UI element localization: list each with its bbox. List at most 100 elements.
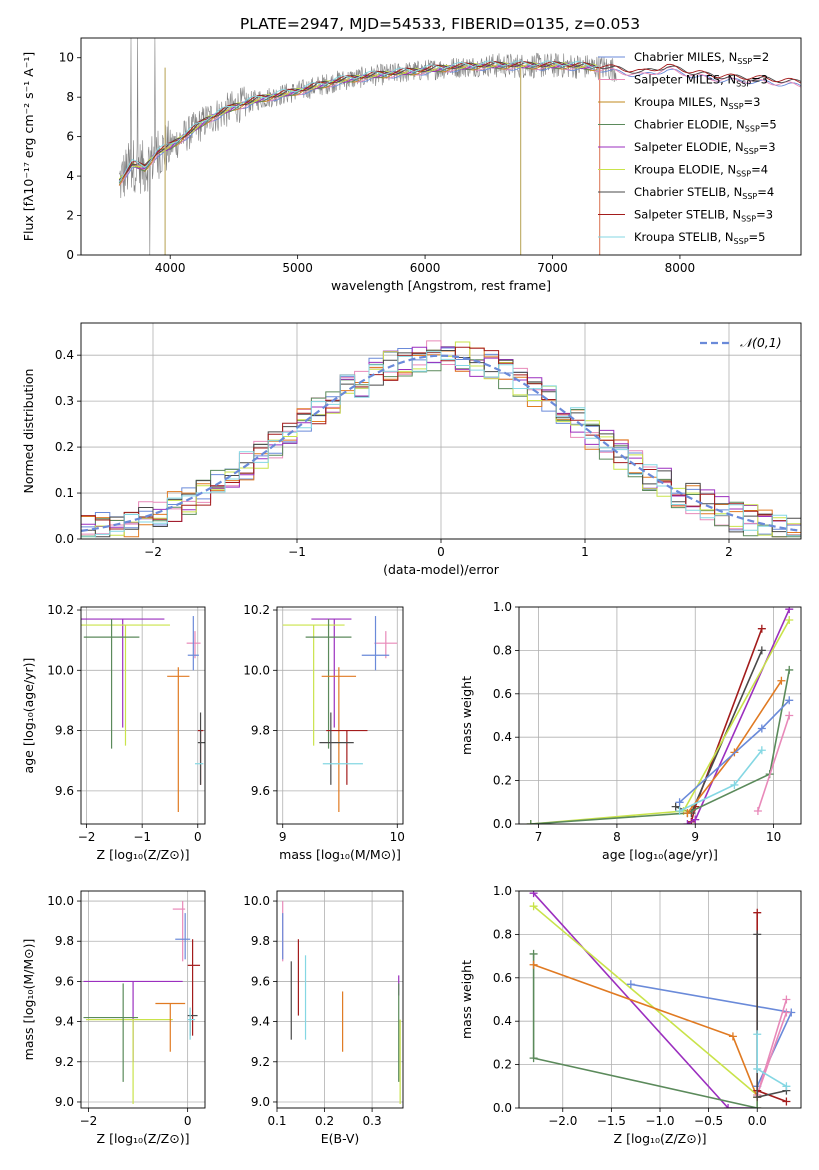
mass-weight-marker (529, 902, 538, 911)
axes-frame (80, 890, 206, 1109)
y-tick-label: 9.8 (251, 724, 270, 738)
mass-weight-marker (782, 1082, 791, 1091)
y-tick-label: 0.1 (55, 486, 74, 500)
legend-label: Chabrier STELIB, NSSP=4 (634, 185, 774, 201)
legend-label-main: Salpeter STELIB, N (634, 208, 741, 222)
x-axis-label: Z [log₁₀(Z/Z⊙)] (97, 1131, 190, 1146)
mass-weight-marker (728, 1032, 737, 1041)
mass-weight-marker (675, 798, 684, 807)
x-axis-label: (data-model)/error (383, 562, 500, 577)
y-tick-label: 9.2 (251, 1055, 270, 1069)
mass-weight-marker (529, 949, 538, 958)
x-axis-label: Z [log₁₀(Z/Z⊙)] (97, 847, 190, 862)
panel-residuals: −2 −1 0 1 2 0.0 0.1 0.2 0.3 0.4 (data-model)/error… (21, 322, 802, 577)
legend-label-tail: =4 (757, 185, 774, 199)
y-tick-label: 9.6 (251, 784, 270, 798)
mass-weight-line-1 (690, 628, 763, 823)
y-tick-label: 9.8 (55, 724, 74, 738)
y-tick-label: 9.6 (55, 974, 74, 988)
y-tick-label: 6 (66, 130, 74, 144)
axes-frame (80, 606, 206, 825)
errorbar-point (187, 939, 201, 1036)
mass-weight-marker (753, 806, 762, 815)
legend-label: Kroupa ELODIE, NSSP=4 (634, 163, 768, 179)
errorbar-point (155, 1002, 186, 1052)
y-tick-label: 1.0 (493, 884, 512, 898)
panel-mw_vs_age: 7 8 9 10 0.0 0.2 0.4 0.6 0.8 1.0 age [log₁₀(age/yr… (459, 600, 802, 862)
mass-weight-marker (683, 809, 692, 818)
errorbar-point (83, 983, 139, 1082)
mass-weight-marker (753, 1093, 762, 1102)
y-tick-label: 9.6 (55, 784, 74, 798)
legend-label-tail: =3 (751, 73, 768, 87)
x-tick-label: −2 (78, 830, 96, 844)
plot-area (282, 616, 398, 812)
mass-weight-line-2 (533, 905, 758, 1108)
y-tick-label: 9.0 (55, 1095, 74, 1109)
x-tick-label: 1 (581, 545, 589, 559)
x-tick-label: 4000 (155, 261, 186, 275)
y-tick-label: 10.0 (243, 663, 270, 677)
x-tick-label: 0.2 (315, 1114, 334, 1128)
x-axis-label: age [log₁₀(age/yr)] (602, 847, 718, 862)
errorbar-point (305, 619, 352, 749)
errorbar-point (187, 616, 199, 671)
legend-label-tail: =3 (744, 95, 761, 109)
y-axis-label: mass weight (459, 676, 474, 755)
mass-weight-marker (753, 1064, 762, 1073)
y-tick-label: 0.2 (493, 774, 512, 788)
x-tick-label: 0.0 (748, 1114, 767, 1128)
panel-age_vs_mass: 9 10 9.6 9.8 10.0 10.2 mass [log₁₀(M/M⊙)] (243, 603, 405, 862)
mass-weight-marker (777, 676, 786, 685)
y-tick-label: 0.0 (493, 817, 512, 831)
legend-label: Chabrier MILES, NSSP=2 (634, 50, 769, 66)
legend-label-sub: SSP (736, 80, 751, 89)
mass-weight-line-6 (756, 999, 788, 1096)
legend-label-main: Kroupa ELODIE, N (634, 163, 736, 177)
y-tick-label: 0.0 (55, 532, 74, 546)
y-tick-label: 10 (59, 51, 74, 65)
mass-weight-marker (529, 1054, 538, 1063)
x-axis-label: E(B-V) (321, 1131, 360, 1146)
axes-frame (518, 890, 802, 1109)
y-tick-label: 0.4 (493, 1014, 512, 1028)
legend-label: Kroupa STELIB, NSSP=5 (634, 230, 765, 246)
mass-weight-marker (724, 1104, 733, 1108)
y-tick-label: 10.2 (243, 603, 270, 617)
y-axis-label: mass weight (459, 960, 474, 1039)
y-tick-label: 10.0 (47, 894, 74, 908)
y-tick-label: 0.6 (493, 971, 512, 985)
legend-label-sub: SSP (729, 102, 744, 111)
mass-weight-line-4 (533, 964, 758, 1098)
errorbar-point (85, 1018, 173, 1104)
model-spectrum-9 (118, 60, 598, 183)
legend-label-tail: =2 (752, 50, 769, 64)
panel-mass_vs_ebv: 0.1 0.2 0.3 9.0 9.2 9.4 9.6 9.8 10.0 E(B-V) (243, 890, 404, 1146)
panel-mw_vs_Z: −2.0 −1.5 −1.0 −0.5 0.0 0.0 0.2 0.4 0.6 0.8 1.0 Z [… (459, 884, 802, 1146)
x-tick-label: 0.1 (267, 1114, 286, 1128)
y-tick-label: 9.8 (55, 934, 74, 948)
mass-weight-marker (785, 665, 794, 674)
x-tick-label: −0.5 (694, 1114, 723, 1128)
errorbar-point (167, 667, 190, 812)
plot-area (81, 340, 801, 538)
errorbar-point (187, 1007, 196, 1040)
legend-label-sub: SSP (742, 192, 757, 201)
legend-label-main: Kroupa MILES, N (634, 95, 729, 109)
legend-label-main: Chabrier STELIB, N (634, 185, 742, 199)
mass-weight-marker (753, 930, 762, 939)
legend-label: Salpeter ELODIE, NSSP=3 (634, 140, 776, 156)
legend-label-main: Chabrier MILES, N (634, 50, 737, 64)
mass-weight-marker (782, 995, 791, 1004)
legend-label-main: Salpeter MILES, N (634, 73, 736, 87)
legend-label: Salpeter MILES, NSSP=3 (634, 73, 768, 89)
y-tick-label: 9.4 (251, 1015, 270, 1029)
plot-area (81, 616, 205, 812)
y-tick-label: 9.2 (55, 1055, 74, 1069)
x-tick-label: 10 (766, 830, 781, 844)
legend-label: 𝒩(0,1) (740, 335, 782, 350)
y-tick-label: 10.0 (243, 894, 270, 908)
mass-weight-marker (753, 1030, 762, 1039)
x-tick-label: −1.0 (645, 1114, 674, 1128)
